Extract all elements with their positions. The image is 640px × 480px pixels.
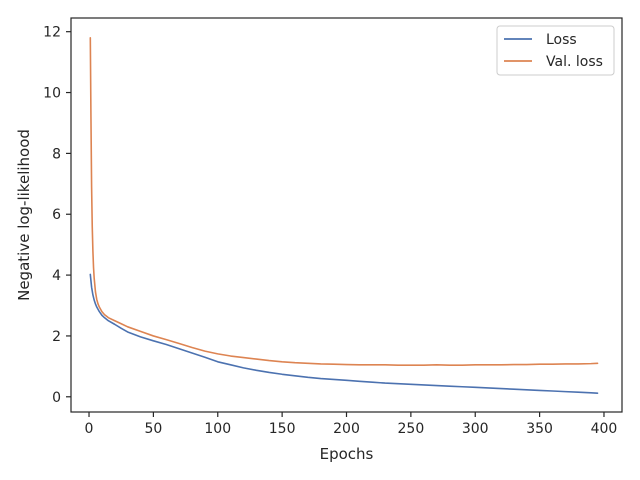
y-tick-label: 6	[52, 207, 61, 223]
y-tick-label: 10	[43, 86, 61, 102]
y-tick-label: 0	[52, 390, 61, 406]
x-tick-label: 250	[398, 421, 425, 437]
legend: Loss Val. loss	[496, 25, 615, 76]
y-tick-label: 12	[43, 25, 61, 41]
y-tick-label: 2	[52, 329, 61, 345]
x-tick-label: 100	[204, 421, 231, 437]
x-axis-label: Epochs	[320, 445, 374, 463]
legend-label-0: Loss	[546, 32, 577, 48]
x-axis-ticks: 0 50 100 150 200 250 300 350 400	[85, 412, 618, 437]
x-tick-label: 0	[85, 421, 94, 437]
x-tick-label: 200	[333, 421, 360, 437]
x-tick-label: 50	[144, 421, 162, 437]
x-tick-label: 350	[526, 421, 553, 437]
y-tick-label: 8	[52, 146, 61, 162]
y-tick-label: 4	[52, 268, 61, 284]
series-line-0	[89, 273, 599, 394]
x-tick-label: 150	[269, 421, 296, 437]
y-axis-ticks: 0 2 4 6 8 10 12	[43, 25, 71, 406]
series-line-1	[89, 36, 599, 366]
plot-lines	[89, 36, 599, 394]
legend-label-1: Val. loss	[546, 54, 603, 70]
x-tick-label: 400	[591, 421, 618, 437]
x-tick-label: 300	[462, 421, 489, 437]
y-axis-label: Negative log-likelihood	[15, 129, 33, 301]
